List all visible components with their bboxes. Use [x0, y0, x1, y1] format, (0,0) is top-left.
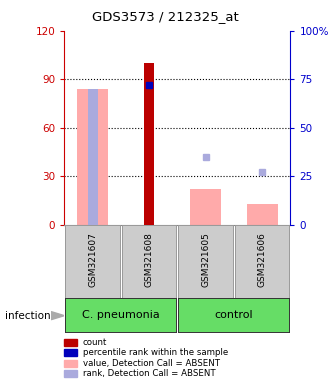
Text: GSM321607: GSM321607 — [88, 232, 97, 287]
Text: count: count — [83, 338, 107, 347]
Text: infection: infection — [5, 311, 50, 321]
Text: GSM321608: GSM321608 — [145, 232, 154, 287]
Text: C. pneumonia: C. pneumonia — [82, 310, 160, 320]
Text: GSM321606: GSM321606 — [258, 232, 267, 287]
Bar — [190, 189, 221, 225]
Bar — [87, 89, 98, 225]
Bar — [77, 89, 108, 225]
Text: rank, Detection Call = ABSENT: rank, Detection Call = ABSENT — [83, 369, 215, 378]
Polygon shape — [51, 312, 64, 319]
Bar — [247, 204, 278, 225]
Text: percentile rank within the sample: percentile rank within the sample — [83, 348, 228, 358]
Text: GDS3573 / 212325_at: GDS3573 / 212325_at — [92, 10, 238, 23]
Bar — [144, 63, 154, 225]
Text: control: control — [214, 310, 253, 320]
Text: value, Detection Call = ABSENT: value, Detection Call = ABSENT — [83, 359, 220, 368]
Text: GSM321605: GSM321605 — [201, 232, 210, 287]
